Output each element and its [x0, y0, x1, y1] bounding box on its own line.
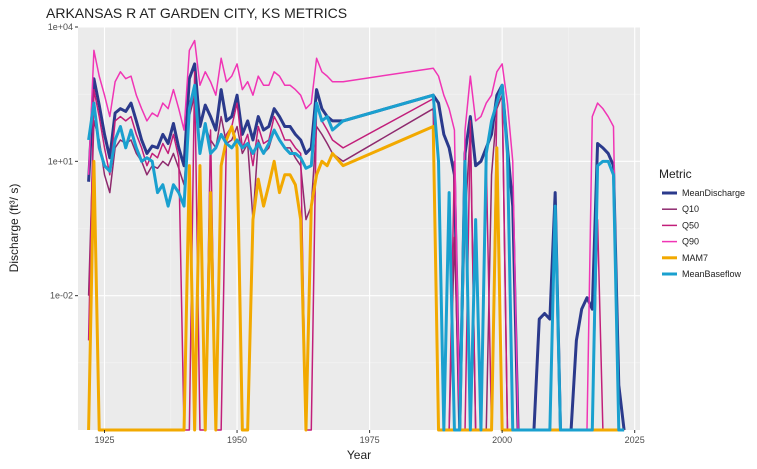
- series-line-meanbaseflow: [87, 83, 625, 432]
- plot-lines: [87, 39, 626, 432]
- x-axis-label: Year: [347, 448, 371, 462]
- legend-title: Metric: [659, 167, 692, 181]
- y-tick-label: 1e+04: [48, 22, 73, 32]
- series-line-q90: [87, 39, 625, 431]
- series-line-meandischarge: [87, 62, 626, 432]
- chart-title: ARKANSAS R AT GARDEN CITY, KS METRICS: [46, 5, 347, 21]
- series-line-q10: [87, 94, 625, 431]
- x-tick-label: 2000: [492, 435, 512, 445]
- series-line-mam7: [87, 124, 625, 432]
- x-tick-label: 2025: [625, 435, 645, 445]
- y-tick-label: 1e+01: [48, 156, 73, 166]
- x-tick-label: 1975: [360, 435, 380, 445]
- legend-label-meandischarge: MeanDischarge: [682, 188, 745, 198]
- legend-label-q50: Q50: [682, 220, 699, 230]
- y-tick-label: 1e-02: [50, 291, 73, 301]
- legend-label-q90: Q90: [682, 237, 699, 247]
- legend-label-q10: Q10: [682, 204, 699, 214]
- legend: Metric MeanDischarge Q10 Q50 Q90 MAM7 MeanBas…: [659, 167, 745, 279]
- series-line-q50: [87, 71, 625, 431]
- legend-label-mam7: MAM7: [682, 253, 708, 263]
- legend-label-meanbaseflow: MeanBaseflow: [682, 269, 742, 279]
- x-tick-label: 1950: [227, 435, 247, 445]
- axes: 1925 1950 1975 2000 2025 1e-02 1e+01 1e+04: [48, 22, 645, 445]
- y-axis-label: Discharge (ft³/ s): [7, 184, 21, 273]
- x-tick-label: 1925: [94, 435, 114, 445]
